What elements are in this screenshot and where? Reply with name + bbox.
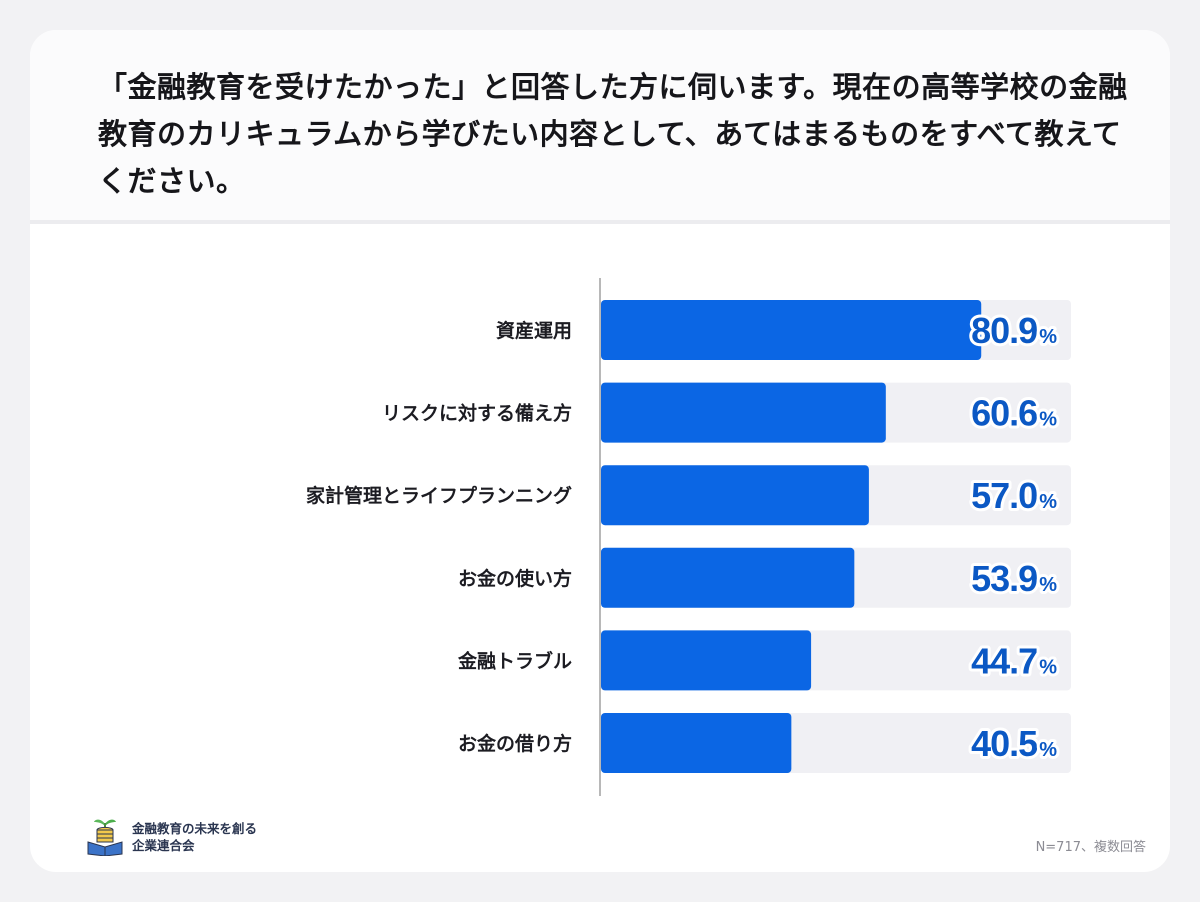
category-label: お金の使い方 [458, 567, 572, 590]
data-label: 53.9% [971, 558, 1057, 599]
bar [601, 713, 792, 773]
data-label-unit: % [1039, 491, 1057, 513]
data-label: 80.9% [971, 310, 1057, 351]
organization-name-line1: 金融教育の未来を創る [132, 821, 258, 836]
data-label: 40.5% [971, 723, 1057, 764]
data-label-value: 80.9 [971, 310, 1037, 351]
category-label: リスクに対する備え方 [382, 402, 572, 425]
data-label-unit: % [1039, 656, 1057, 678]
bar [601, 630, 812, 691]
data-label-unit: % [1039, 739, 1057, 761]
data-label-value: 57.0 [971, 475, 1037, 516]
sample-size-note: N=717、複数回答 [1035, 840, 1146, 855]
data-label-value: 53.9 [971, 558, 1037, 599]
category-label: お金の借り方 [458, 732, 572, 755]
data-label-unit: % [1039, 574, 1057, 596]
data-label-unit: % [1039, 326, 1057, 348]
question-text: 「金融教育を受けたかった」と回答した方に伺います。現在の高等学校の金融教育のカリ… [98, 70, 1128, 198]
organization-name: 金融教育の未来を創る 企業連合会 [132, 820, 257, 854]
data-label-unit: % [1039, 409, 1057, 431]
bar [601, 382, 886, 443]
book-coins-sprout-icon [87, 819, 123, 856]
data-label-value: 44.7 [971, 640, 1037, 681]
data-label-value: 60.6 [971, 393, 1037, 434]
bar-chart: 資産運用 80.9 % リスクに対する備え方 60.6 % 家計管理とライフプランニング 57… [306, 278, 1071, 796]
bar [601, 300, 982, 360]
chart-card: 「金融教育を受けたかった」と回答した方に伺います。現在の高等学校の金融教育のカリ… [30, 30, 1170, 872]
question-header: 「金融教育を受けたかった」と回答した方に伺います。現在の高等学校の金融教育のカリ… [30, 30, 1170, 224]
category-label: 資産運用 [496, 319, 572, 342]
organization-name-line2: 企業連合会 [132, 838, 195, 853]
category-label: 金融トラブル [457, 649, 572, 672]
category-label: 家計管理とライフプランニング [306, 484, 572, 507]
data-label-value: 40.5 [971, 723, 1038, 764]
data-label: 57.0% [971, 475, 1057, 516]
bar [601, 465, 869, 526]
bar [601, 547, 855, 608]
